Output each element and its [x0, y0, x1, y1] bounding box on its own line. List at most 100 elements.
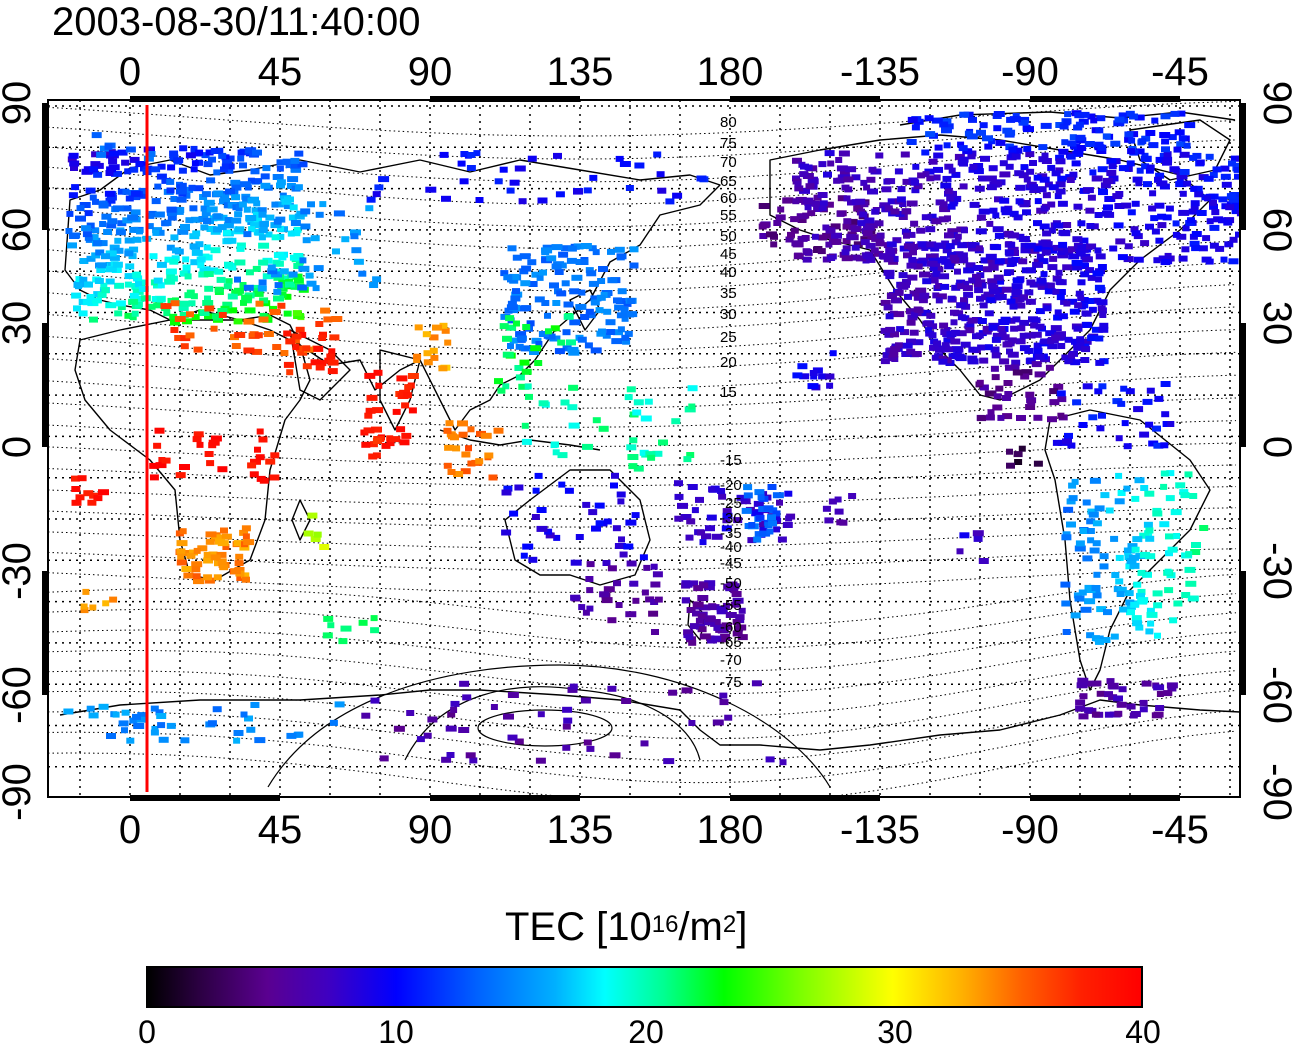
tec-pixel — [1041, 152, 1049, 159]
tec-pixel — [624, 330, 633, 337]
tec-pixel — [430, 354, 439, 361]
tec-pixel — [1018, 119, 1029, 126]
tec-pixel — [254, 446, 261, 453]
tec-pixel — [101, 213, 112, 220]
tec-pixel — [153, 302, 164, 309]
tec-pixel — [121, 709, 130, 716]
tec-pixel — [658, 439, 668, 446]
tec-pixel — [132, 236, 142, 243]
tec-pixel — [258, 259, 269, 266]
tec-pixel — [490, 704, 498, 710]
tec-pixel — [114, 282, 125, 289]
tec-pixel — [939, 273, 950, 280]
tec-pixel — [986, 184, 997, 191]
tec-pixel — [1155, 156, 1164, 163]
tec-pixel — [163, 310, 171, 317]
tec-pixel — [1129, 562, 1140, 569]
top-longitude-label: 90 — [408, 50, 453, 94]
tec-pixel — [205, 531, 217, 538]
tec-pixel — [223, 222, 234, 229]
tec-pixel — [219, 564, 229, 571]
tec-pixel — [996, 294, 1007, 300]
magnetic-latitude-label: 80 — [720, 114, 737, 131]
tec-pixel — [747, 537, 757, 544]
tec-pixel — [553, 534, 561, 541]
tec-pixel — [1130, 601, 1140, 608]
tec-pixel — [200, 224, 209, 231]
tec-pixel — [992, 332, 1003, 339]
top-longitude-label: -90 — [1001, 50, 1059, 94]
tec-pixel — [252, 348, 263, 355]
magnetic-latitude-label: -40 — [720, 539, 742, 556]
tec-pixel — [1140, 155, 1152, 162]
tec-pixel — [1152, 590, 1163, 597]
tec-pixel — [170, 319, 180, 326]
tec-pixel — [129, 292, 139, 299]
tec-pixel — [1127, 543, 1138, 550]
tec-pixel — [1209, 242, 1219, 249]
tec-pixel — [973, 168, 984, 175]
tec-pixel — [1189, 154, 1198, 161]
tec-pixel — [105, 170, 114, 176]
tec-pixel — [1099, 312, 1107, 318]
tec-pixel — [153, 282, 162, 289]
tec-pixel — [988, 165, 998, 172]
tec-pixel — [293, 263, 304, 269]
tec-pixel — [890, 346, 901, 353]
tec-pixel — [838, 150, 850, 157]
tec-pixel — [901, 228, 909, 235]
tec-pixel — [1036, 253, 1044, 260]
tec-pixel — [262, 273, 273, 280]
axis-bar-bottom — [730, 795, 880, 801]
tec-pixel — [1169, 617, 1178, 624]
tec-pixel — [113, 247, 124, 254]
tec-pixel — [968, 116, 977, 123]
tec-pixel — [259, 477, 269, 484]
magnetic-latitude-label: 30 — [720, 306, 737, 323]
tec-pixel — [370, 615, 378, 622]
tec-pixel — [127, 214, 139, 221]
tec-pixel — [503, 274, 513, 281]
tec-pixel — [979, 302, 988, 309]
tec-pixel — [1056, 294, 1065, 301]
tec-pixel — [1037, 173, 1048, 180]
tec-pixel — [613, 297, 622, 304]
tec-pixel — [203, 199, 215, 206]
tec-pixel — [539, 269, 547, 276]
tec-pixel — [857, 220, 866, 227]
tec-pixel — [585, 308, 594, 315]
tec-pixel — [586, 270, 597, 277]
tec-pixel — [1187, 595, 1199, 602]
tec-pixel — [898, 272, 908, 279]
tec-pixel — [233, 318, 243, 325]
tec-pixel — [755, 514, 765, 521]
tec-pixel — [1082, 499, 1091, 506]
tec-pixel — [1096, 425, 1105, 432]
colorbar-tick: 20 — [628, 1014, 664, 1050]
tec-pixel — [177, 553, 185, 560]
tec-pixel — [759, 222, 770, 229]
tec-pixel — [82, 299, 93, 306]
tec-pixel — [908, 244, 918, 250]
tec-pixel — [913, 183, 923, 190]
tec-pixel — [233, 737, 241, 744]
tec-pixel — [1199, 525, 1209, 531]
tec-pixel — [1185, 580, 1197, 587]
tec-pixel — [69, 233, 79, 239]
tec-pixel — [469, 757, 478, 764]
tec-pixel — [1012, 369, 1023, 376]
tec-pixel — [1176, 141, 1186, 148]
tec-pixel — [1131, 200, 1140, 207]
tec-pixel — [1160, 483, 1168, 490]
tec-pixel — [562, 706, 573, 713]
tec-pixel — [1110, 535, 1119, 542]
tec-pixel — [1159, 183, 1170, 190]
tec-pixel — [1164, 587, 1174, 594]
tec-pixel — [550, 325, 560, 332]
magnetic-latitude-label: 40 — [720, 264, 737, 281]
tec-pixel — [817, 248, 826, 255]
tec-pixel — [896, 196, 906, 203]
tec-pixel — [697, 529, 706, 536]
tec-pixel — [318, 335, 327, 341]
tec-pixel — [999, 171, 1011, 178]
